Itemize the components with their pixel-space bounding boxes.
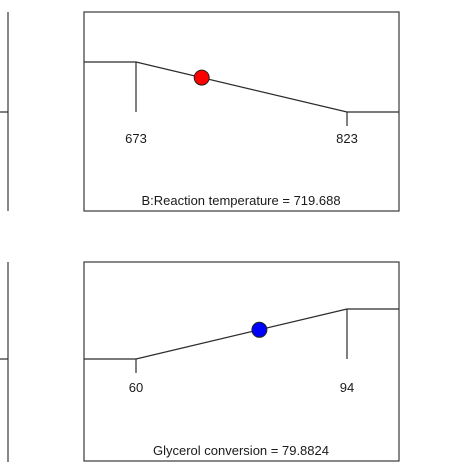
reaction-temperature-panel: 673 823 B:Reaction temperature = 719.688 (83, 11, 400, 212)
left-panel-top-fragment (0, 12, 9, 211)
high-tick-label: 94 (340, 380, 354, 395)
factor-name: Glycerol conversion (153, 443, 267, 458)
desirability-ramp-line (84, 61, 399, 113)
factor-caption: Glycerol conversion = 79.8824 (153, 443, 329, 458)
high-tick-label: 823 (336, 131, 358, 146)
panel-frame (83, 261, 400, 462)
current-value-marker[interactable] (193, 69, 210, 86)
factor-value: 719.688 (294, 193, 341, 208)
factor-name: B:Reaction temperature (141, 193, 278, 208)
low-tick-label: 673 (125, 131, 147, 146)
low-tick-label: 60 (129, 380, 143, 395)
factor-value: 79.8824 (282, 443, 329, 458)
left-panel-bottom-fragment (0, 262, 9, 462)
desirability-ramp-line (84, 308, 399, 360)
glycerol-conversion-panel: 60 94 Glycerol conversion = 79.8824 (83, 261, 400, 462)
factor-caption: B:Reaction temperature = 719.688 (141, 193, 340, 208)
current-value-marker[interactable] (251, 321, 268, 338)
